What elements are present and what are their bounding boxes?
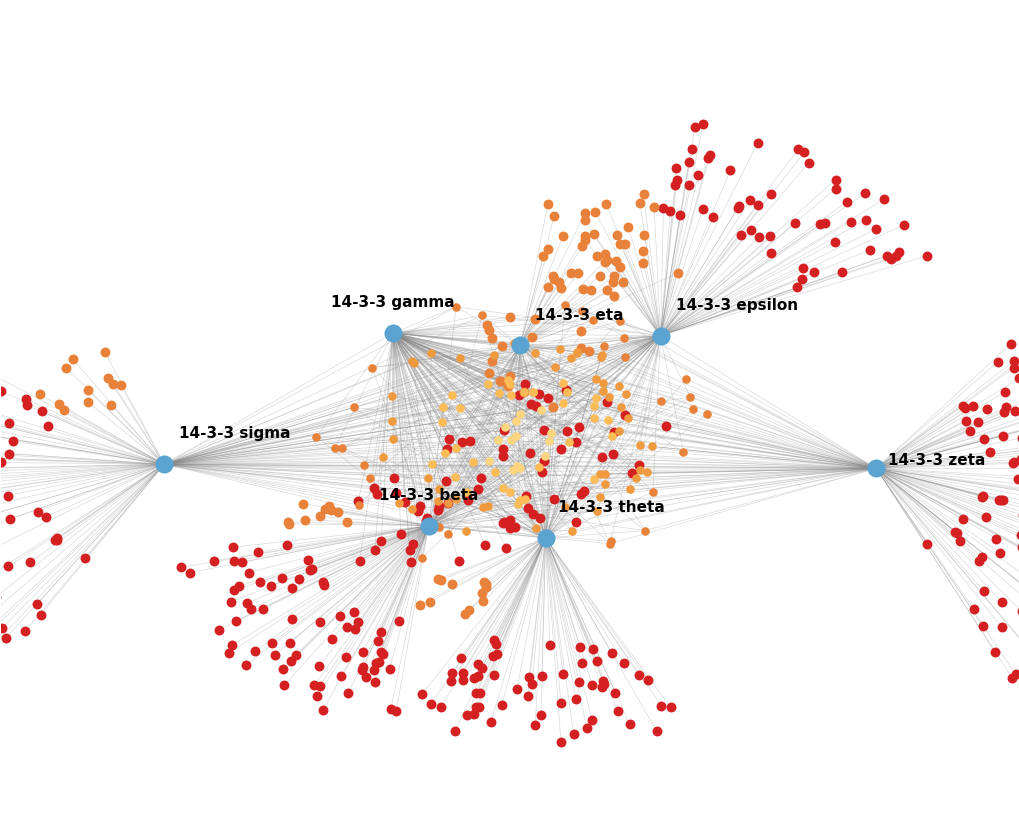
Text: 14-3-3 gamma: 14-3-3 gamma (331, 295, 454, 310)
Text: 14-3-3 epsilon: 14-3-3 epsilon (676, 298, 797, 312)
Text: 14-3-3 sigma: 14-3-3 sigma (179, 427, 290, 441)
Text: 14-3-3 eta: 14-3-3 eta (535, 307, 624, 322)
Text: 14-3-3 beta: 14-3-3 beta (379, 487, 478, 503)
Text: 14-3-3 theta: 14-3-3 theta (557, 500, 664, 515)
Text: 14-3-3 zeta: 14-3-3 zeta (888, 454, 984, 469)
